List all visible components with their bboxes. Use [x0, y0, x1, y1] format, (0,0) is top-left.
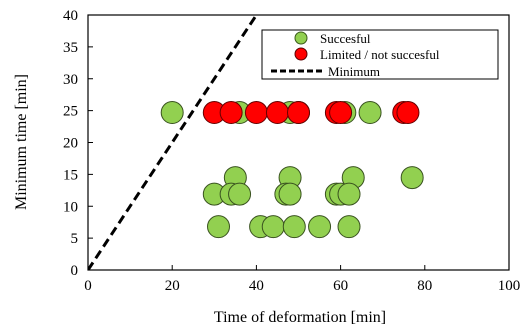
data-point-succesful-5 [358, 101, 382, 125]
y-tick-label: 5 [71, 231, 79, 247]
data-point-succesful-20 [261, 215, 285, 239]
x-tick-label: 100 [498, 278, 521, 294]
y-tick-label: 10 [63, 199, 78, 215]
x-tick-label: 20 [165, 278, 180, 294]
axes-layer: 0 20 40 60 80 100 0 5 10 15 20 25 30 35 40 [63, 8, 520, 294]
data-point-succesful-21 [282, 215, 306, 239]
x-tick-label: 40 [249, 278, 264, 294]
data-point-succesful-0 [160, 101, 184, 125]
data-point-succesful-14 [278, 182, 302, 206]
data-point-succesful-22 [308, 215, 332, 239]
x-tick-label: 80 [417, 278, 432, 294]
legend-marker-succesful [294, 31, 308, 45]
data-point-succesful-18 [207, 215, 231, 239]
y-tick-label: 0 [71, 263, 79, 279]
data-point-succesful-9 [400, 166, 424, 190]
legend-label-limited: Limited / not succesful [320, 47, 440, 62]
data-point-limited-3 [265, 101, 289, 125]
y-tick-label: 40 [63, 8, 78, 24]
x-tick-label: 0 [84, 278, 92, 294]
data-point-succesful-12 [228, 182, 252, 206]
plot-layer [88, 15, 424, 270]
x-axis-title: Time of deformation [min] [214, 309, 386, 326]
data-point-limited-8 [396, 101, 420, 125]
data-point-succesful-23 [337, 215, 361, 239]
data-point-limited-1 [219, 101, 243, 125]
data-point-limited-2 [244, 101, 268, 125]
y-tick-label: 30 [63, 72, 78, 88]
minimum-line [88, 15, 258, 270]
legend-marker-limited [294, 47, 308, 61]
y-tick-label: 15 [63, 167, 78, 183]
legend: Succesful Limited / not succesful Minimu… [261, 29, 499, 80]
data-point-succesful-17 [337, 182, 361, 206]
legend-label-minimum: Minimum [328, 64, 380, 79]
y-axis-title: Minimum time [min] [13, 74, 30, 210]
y-tick-label: 35 [63, 40, 78, 56]
y-tick-label: 20 [63, 136, 78, 152]
legend-label-succesful: Succesful [320, 31, 371, 46]
data-point-limited-6 [329, 101, 353, 125]
data-point-limited-4 [287, 101, 310, 125]
x-tick-label: 60 [333, 278, 348, 294]
y-tick-label: 25 [63, 104, 78, 120]
